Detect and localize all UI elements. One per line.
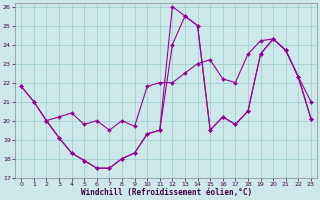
X-axis label: Windchill (Refroidissement éolien,°C): Windchill (Refroidissement éolien,°C) <box>81 188 252 197</box>
